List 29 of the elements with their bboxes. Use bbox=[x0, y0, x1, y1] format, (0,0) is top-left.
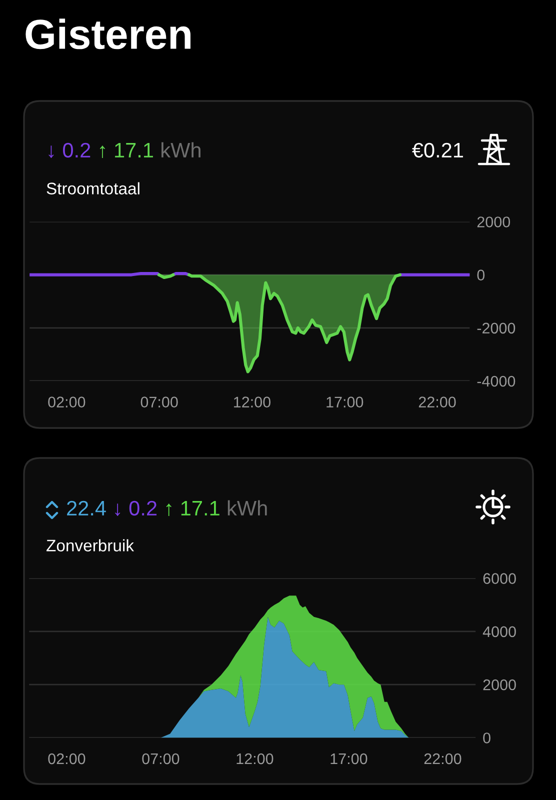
y-tick-label: 6000 bbox=[483, 573, 516, 584]
text: €0.21 bbox=[412, 142, 463, 158]
chart-title: Zonverbruik bbox=[46, 539, 134, 552]
legend-label: 22.4 bbox=[67, 500, 106, 516]
text: kWh bbox=[228, 500, 267, 516]
text: Gisteren bbox=[26, 18, 190, 50]
x-tick-label: 22:00 bbox=[418, 396, 456, 408]
chart-title: Stroomtotaal bbox=[46, 182, 140, 194]
y-tick-label: -4000 bbox=[477, 376, 516, 387]
y-tick-label: 2000 bbox=[483, 679, 516, 690]
y-tick-label: 0 bbox=[483, 732, 490, 744]
y-tick-label: -2000 bbox=[477, 322, 516, 334]
x-tick-label: 12:00 bbox=[236, 753, 274, 764]
x-tick-label: 17:00 bbox=[330, 753, 368, 764]
text: ↑ 17.1 bbox=[166, 501, 220, 516]
y-tick-label: 0 bbox=[477, 270, 485, 280]
text: kWh bbox=[162, 142, 200, 158]
y-tick-label: 4000 bbox=[482, 626, 516, 638]
y-tick-label: 2000 bbox=[477, 216, 510, 228]
x-tick-label: 02:00 bbox=[48, 396, 86, 408]
x-tick-label: 12:00 bbox=[234, 396, 270, 408]
text: ↓ 0.2 bbox=[115, 500, 156, 516]
x-tick-label: 07:00 bbox=[140, 396, 178, 408]
text: ↑ 17.1 bbox=[100, 143, 153, 158]
x-tick-label: 22:00 bbox=[424, 753, 462, 764]
x-tick-label: 07:00 bbox=[142, 753, 180, 764]
x-tick-label: 17:00 bbox=[326, 396, 364, 408]
x-tick-label: 02:00 bbox=[48, 753, 86, 764]
text: ↓ 0.2 bbox=[48, 142, 90, 158]
